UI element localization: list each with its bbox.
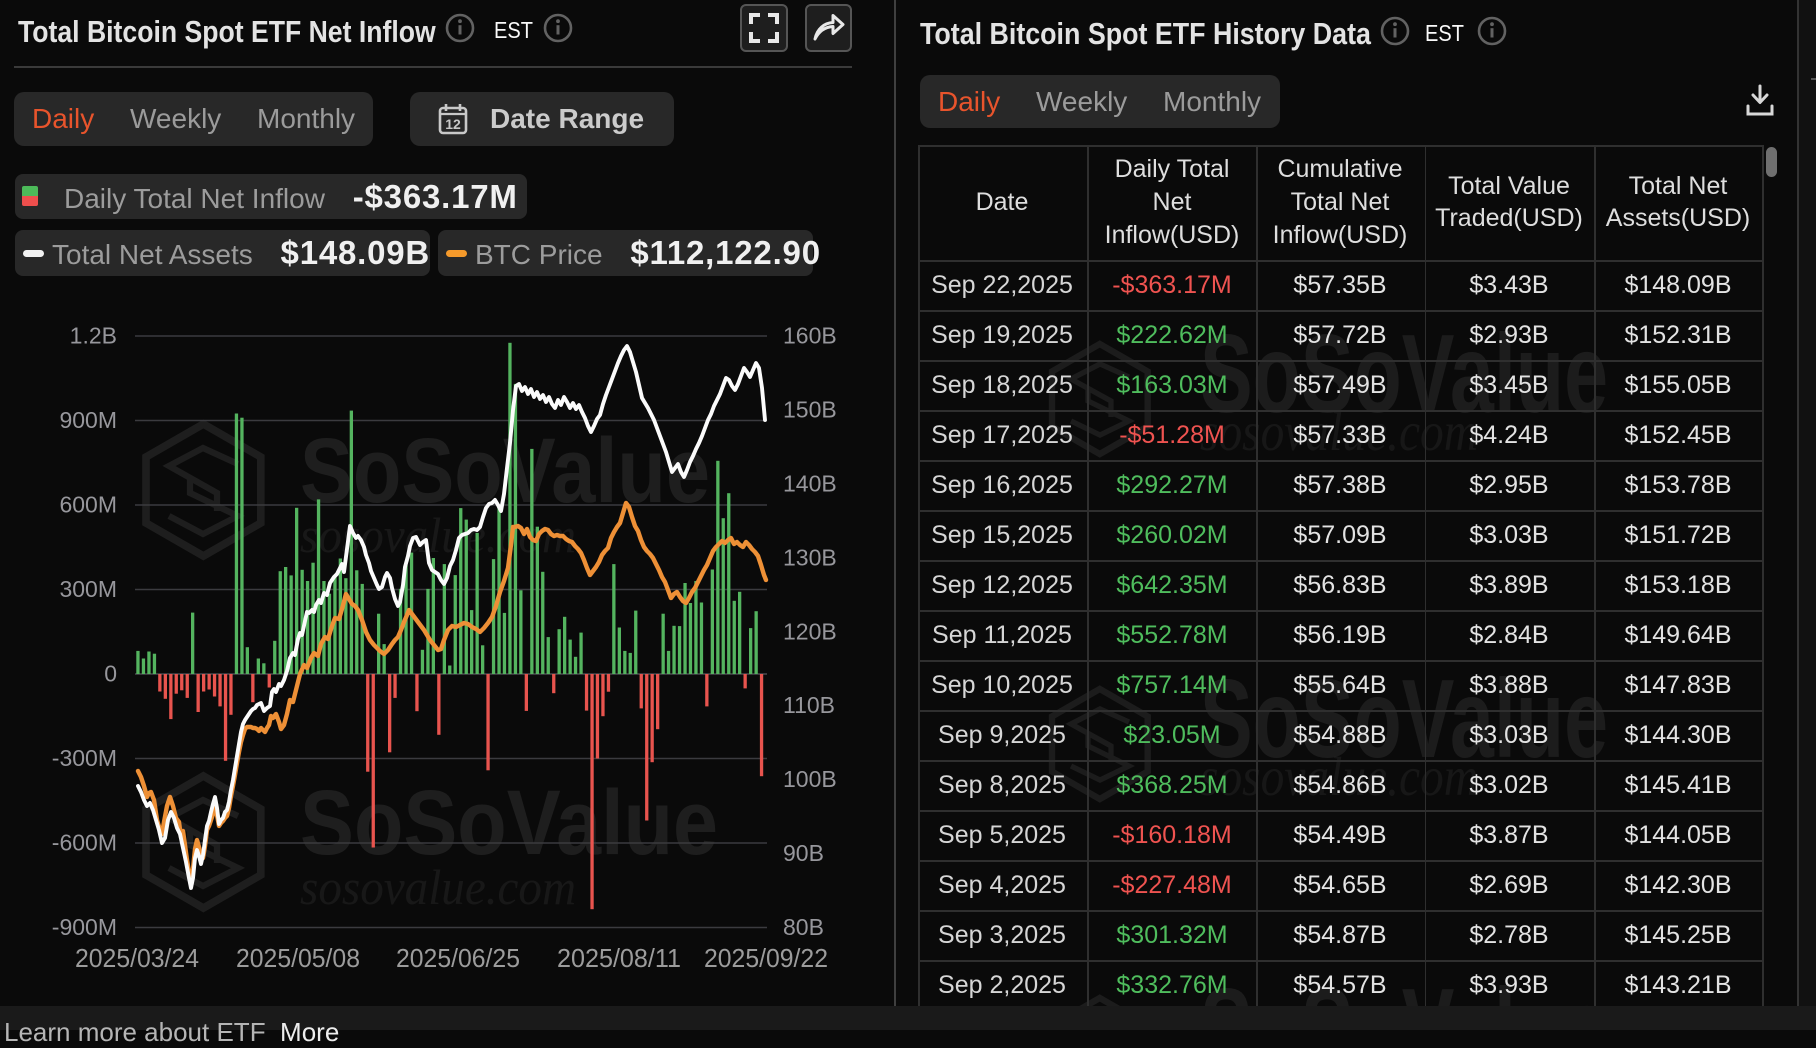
svg-text:sosovalue.com: sosovalue.com <box>300 507 576 563</box>
svg-text:120B: 120B <box>783 618 837 644</box>
svg-text:160B: 160B <box>783 323 837 349</box>
svg-text:-600M: -600M <box>52 830 117 856</box>
svg-text:-900M: -900M <box>52 914 117 940</box>
svg-text:150B: 150B <box>783 396 837 422</box>
svg-text:80B: 80B <box>783 914 824 940</box>
svg-text:140B: 140B <box>783 470 837 496</box>
svg-text:2025/03/24: 2025/03/24 <box>75 943 199 973</box>
svg-text:300M: 300M <box>59 576 117 602</box>
svg-text:90B: 90B <box>783 840 824 866</box>
svg-text:2025/06/25: 2025/06/25 <box>396 943 520 973</box>
svg-text:12: 12 <box>445 116 461 132</box>
svg-text:130B: 130B <box>783 544 837 570</box>
svg-text:900M: 900M <box>59 407 117 433</box>
svg-text:sosovalue.com: sosovalue.com <box>1200 746 1478 807</box>
svg-text:110B: 110B <box>783 692 835 718</box>
svg-text:2025/08/11: 2025/08/11 <box>557 943 681 973</box>
svg-text:-300M: -300M <box>52 745 117 771</box>
svg-text:0: 0 <box>104 661 117 687</box>
svg-text:2025/09/22: 2025/09/22 <box>704 943 828 973</box>
svg-text:SoSoValue: SoSoValue <box>1200 312 1608 436</box>
svg-text:600M: 600M <box>59 492 117 518</box>
svg-text:100B: 100B <box>783 766 837 792</box>
svg-text:sosovalue.com: sosovalue.com <box>300 859 576 915</box>
svg-text:2025/05/08: 2025/05/08 <box>236 943 360 973</box>
svg-text:1.2B: 1.2B <box>70 323 117 349</box>
